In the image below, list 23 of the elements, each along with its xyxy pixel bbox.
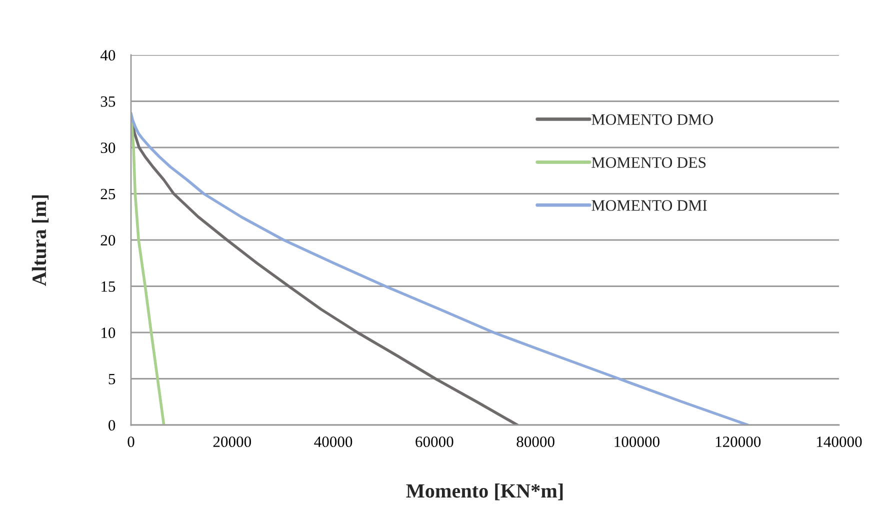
y-tick-label: 0 <box>108 420 116 431</box>
y-tick-label: 30 <box>100 142 116 154</box>
x-tick-label: 60000 <box>416 436 454 448</box>
y-tick-label: 35 <box>100 96 116 107</box>
x-tick-label: 120000 <box>716 436 761 448</box>
y-tick-label: 40 <box>100 50 116 61</box>
x-tick-label: 0 <box>128 436 134 448</box>
x-tick-label: 40000 <box>314 436 352 448</box>
x-tick-label: 100000 <box>614 436 660 448</box>
x-tick-label: 80000 <box>516 436 554 448</box>
line-series <box>131 112 750 425</box>
legend-label: MOMENTO DMI <box>592 200 707 211</box>
y-tick-label: 20 <box>100 235 116 246</box>
x-tick-label: 140000 <box>817 436 862 448</box>
y-tick-label: 25 <box>100 188 116 200</box>
y-tick-label: 10 <box>102 328 116 338</box>
y-axis-title: Altura [m] <box>32 195 49 286</box>
x-axis-title: Momento [KN*m] <box>406 484 563 500</box>
legend-label: MOMENTO DES <box>592 157 706 168</box>
x-tick-label: 20000 <box>213 436 251 448</box>
y-tick-label: 15 <box>102 281 116 292</box>
y-tick-label: 5 <box>108 374 116 384</box>
legend-label: MOMENTO DMO <box>592 114 713 125</box>
